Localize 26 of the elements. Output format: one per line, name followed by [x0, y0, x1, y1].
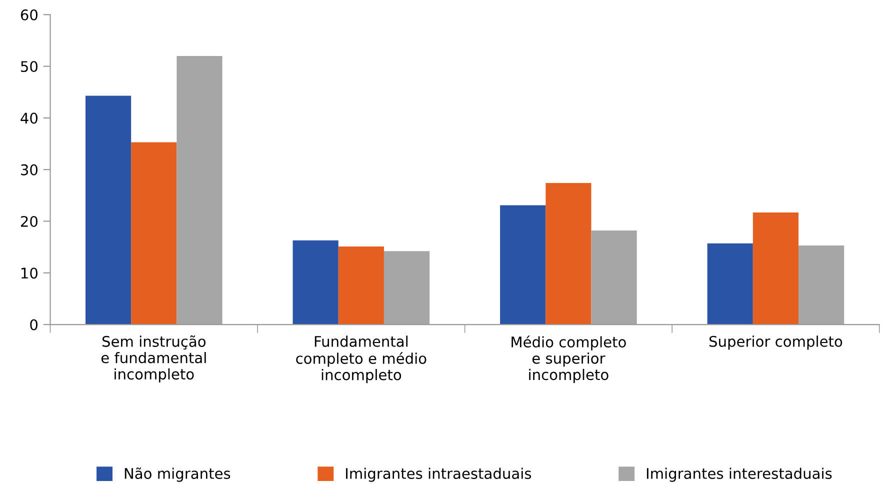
bar — [798, 246, 844, 325]
bar — [86, 96, 132, 325]
y-tick-label: 30 — [21, 164, 38, 176]
bar — [338, 246, 384, 325]
legend-label: Não migrantes — [124, 467, 230, 482]
y-tick-label: 40 — [20, 112, 38, 124]
legend-label: Imigrantes interestaduais — [646, 468, 832, 482]
bar — [131, 142, 177, 325]
y-tick-label: 50 — [21, 61, 38, 72]
bar — [292, 240, 338, 325]
y-tick-label: 20 — [20, 216, 38, 227]
bar — [591, 230, 637, 325]
bar — [752, 212, 799, 325]
x-tick-label: Sem instrução e fundamental incompleto — [101, 335, 206, 382]
legend-label: Imigrantes intraestaduais — [346, 468, 532, 482]
x-tick-label: Médio completo e superior incompleto — [512, 336, 626, 383]
bar — [546, 183, 592, 325]
y-tick-label: 0 — [30, 319, 38, 330]
bar — [707, 243, 753, 325]
y-tick-label: 10 — [22, 268, 38, 279]
bar — [176, 56, 222, 325]
x-tick-label: Fundamental completo e médio incompleto — [296, 336, 426, 384]
bar — [384, 251, 430, 325]
bar — [500, 205, 546, 325]
x-tick-label: Superior completo — [709, 336, 842, 350]
y-tick-label: 60 — [20, 9, 38, 20]
